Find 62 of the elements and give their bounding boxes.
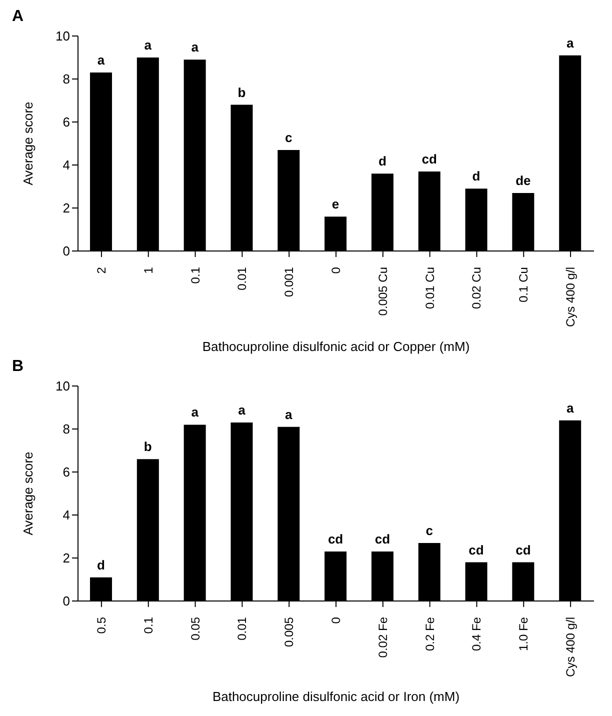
y-axis-title: Average score [20, 102, 36, 186]
x-tick-label: 0.1 Cu [516, 267, 531, 302]
data-label: e [332, 196, 340, 212]
x-tick-label: Cys 400 g/l [564, 267, 578, 328]
x-tick-label: Cys 400 g/l [564, 617, 578, 678]
x-tick-label: 0.02 Fe [376, 616, 390, 658]
data-label: b [238, 84, 246, 100]
data-label: a [191, 40, 200, 55]
data-label: de [516, 172, 531, 188]
y-tick-label: 8 [62, 72, 70, 87]
x-axis-title: Bathocuproline disulfonic acid or Iron (mM) [212, 689, 460, 704]
y-tick-label: 10 [56, 28, 70, 44]
y-tick-label: 4 [62, 158, 70, 173]
y-tick-label: 4 [62, 508, 70, 523]
data-label: cd [422, 151, 438, 166]
x-tick-label: 0 [329, 616, 343, 624]
x-tick-label: 0.05 [188, 616, 202, 640]
data-label: d [472, 168, 480, 184]
x-tick-label: 0.001 [282, 266, 296, 298]
data-label: a [566, 35, 574, 50]
data-label: a [97, 52, 106, 68]
x-tick-label: 0.5 [94, 616, 108, 634]
data-label: a [566, 400, 574, 416]
data-label: d [378, 154, 386, 169]
y-tick-label: 0 [62, 594, 70, 609]
x-tick-label: 0.01 Cu [422, 267, 437, 310]
x-tick-label: 0.1 [141, 616, 156, 634]
x-tick-label: 0.005 Cu [376, 267, 390, 316]
y-axis-title: Average score [20, 452, 36, 536]
y-tick-label: 8 [62, 422, 70, 437]
data-label: a [144, 38, 152, 52]
data-label: cd [516, 542, 531, 558]
data-label: cd [374, 532, 390, 547]
data-label: b [144, 439, 152, 454]
x-tick-label: 2 [94, 266, 108, 274]
y-tick-label: 2 [62, 550, 70, 566]
x-tick-label: 0.01 [235, 266, 250, 290]
data-label: c [426, 522, 433, 538]
y-tick-label: 6 [62, 464, 70, 480]
y-tick-label: 2 [62, 200, 70, 216]
data-label: c [285, 130, 292, 145]
data-label: d [97, 557, 106, 572]
y-tick-label: 6 [62, 114, 70, 130]
x-tick-label: 0.4 Fe [470, 616, 484, 652]
x-tick-label: 0 [329, 266, 343, 274]
x-tick-label: 0.2 Fe [422, 616, 437, 652]
data-label: cd [468, 542, 484, 558]
x-tick-label: 0.1 [188, 266, 202, 284]
data-label: a [191, 404, 200, 420]
x-tick-label: 0.01 [235, 616, 250, 640]
data-label: cd [328, 532, 344, 547]
x-axis-title: Bathocuproline disulfonic acid or Copper (mM) [202, 339, 470, 354]
data-label: a [285, 406, 294, 422]
data-label: a [238, 402, 246, 418]
x-tick-label: 0.02 Cu [470, 267, 484, 310]
chart-title: B [11, 358, 25, 376]
chart-title: A [11, 8, 25, 26]
y-tick-label: 10 [56, 378, 70, 394]
x-tick-label: 1.0 Fe [516, 616, 531, 652]
x-tick-label: 0.005 [282, 616, 296, 648]
y-tick-label: 0 [62, 244, 70, 259]
x-tick-label: 1 [141, 266, 156, 274]
